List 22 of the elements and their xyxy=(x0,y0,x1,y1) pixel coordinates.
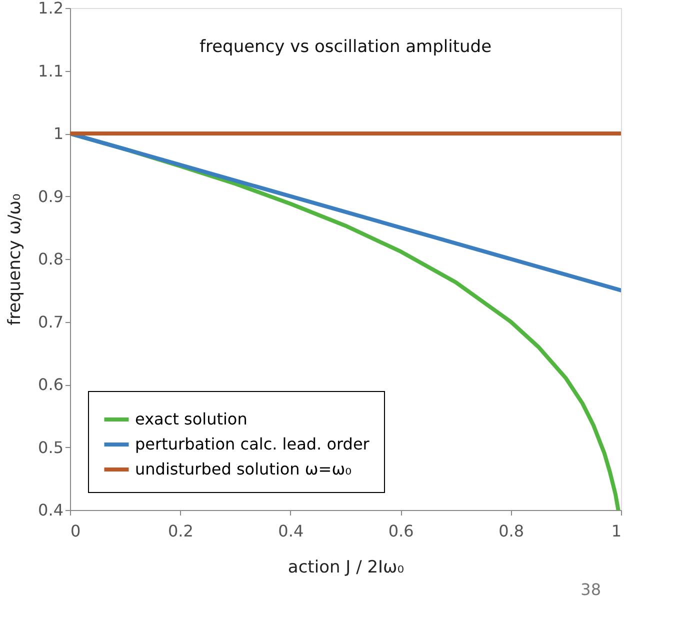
y-tick-label: 1 xyxy=(53,124,64,143)
y-tick-label: 1.1 xyxy=(38,61,64,80)
legend-label: perturbation calc. lead. order xyxy=(135,434,370,454)
legend-label: undisturbed solution ω=ω₀ xyxy=(135,460,352,478)
y-tick-label: 0.7 xyxy=(38,312,64,332)
text: frequency vs oscillation amplitude xyxy=(199,37,492,57)
x-axis-title: action J / 2Iω₀ xyxy=(288,558,404,578)
x-tick-label: 0.6 xyxy=(388,522,414,540)
y-tick-label: 0.9 xyxy=(38,186,64,206)
y-tick-label: 1.2 xyxy=(38,0,64,18)
y-tick-label: 0.8 xyxy=(38,250,64,268)
legend-label: exact solution xyxy=(135,410,248,428)
x-tick-label: 0.4 xyxy=(278,522,304,540)
x-tick-label: 0.2 xyxy=(168,522,194,540)
x-tick-label: 0.8 xyxy=(498,522,524,540)
y-tick-label: 0.5 xyxy=(38,438,64,457)
y-axis-title: frequency ω/ω₀ xyxy=(5,193,26,326)
text: 38 xyxy=(580,580,601,599)
x-tick-label: 1 xyxy=(611,522,622,540)
x-tick-label: 0 xyxy=(70,522,81,540)
y-tick-label: 0.4 xyxy=(38,500,64,520)
y-tick-label: 0.6 xyxy=(38,375,64,394)
